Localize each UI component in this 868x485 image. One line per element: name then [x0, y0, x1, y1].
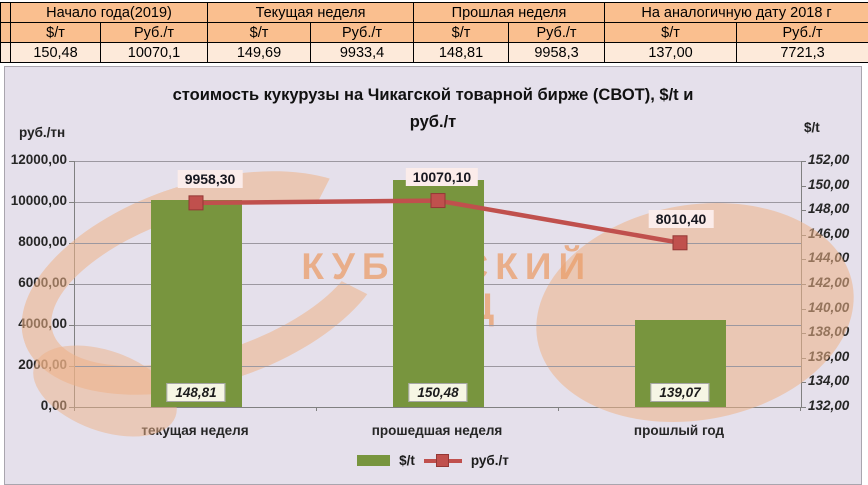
right-axis-tickmark: [801, 357, 806, 359]
legend-bar-swatch-icon: [357, 455, 391, 466]
group-same-date-2018[interactable]: На аналогичную дату 2018 г: [604, 2, 868, 23]
category-label: прошедшая неделя: [371, 423, 503, 438]
unit-rub-cell[interactable]: Руб./т: [100, 22, 208, 43]
category-boundary-tick: [558, 407, 559, 411]
bar-value-label: 139,07: [650, 383, 710, 402]
value-cell[interactable]: 148,81: [413, 42, 510, 63]
right-axis-tickmark: [801, 308, 806, 310]
corner-cell[interactable]: [0, 42, 11, 63]
price-table: Начало года(2019) Текущая неделя Прошлая…: [0, 2, 868, 63]
unit-usd-cell[interactable]: $/т: [207, 22, 311, 43]
value-cell[interactable]: 149,69: [207, 42, 311, 63]
table-unit-header-row: $/т Руб./т $/т Руб./т $/т Руб./т $/т Руб…: [0, 22, 868, 43]
group-current-week[interactable]: Текущая неделя: [206, 2, 415, 23]
chart-panel[interactable]: стоимость кукурузы на Чикагской товарной…: [0, 66, 868, 485]
plot-area[interactable]: КУБАНСКИЙ ИКЦ 148,81150,48139,079958,301…: [0, 129, 868, 455]
value-cell[interactable]: 9958,3: [508, 42, 606, 63]
left-axis-tick: 8000,00: [18, 234, 67, 249]
group-start-of-year[interactable]: Начало года(2019): [10, 2, 208, 23]
right-axis-tick: 136,00: [808, 348, 850, 364]
chart-title: стоимость кукурузы на Чикагской товарной…: [5, 82, 861, 136]
right-axis-tick: 142,00: [808, 275, 850, 290]
line-value-label: 8010,40: [648, 209, 714, 228]
left-axis-tickmark: [69, 161, 74, 162]
gridline: [75, 161, 801, 162]
left-axis-tickmark: [69, 325, 74, 326]
right-axis-tick: 150,00: [808, 176, 850, 192]
right-axis-tick: 138,00: [808, 324, 850, 340]
left-axis-tickmark: [69, 202, 74, 203]
bar-1[interactable]: [393, 179, 484, 407]
value-cell[interactable]: 10070,1: [100, 42, 208, 63]
unit-rub-cell[interactable]: Руб./т: [508, 22, 606, 43]
legend-line-label: руб./т: [470, 453, 509, 468]
value-cell[interactable]: 7721,3: [736, 42, 868, 63]
value-cell[interactable]: 9933,4: [309, 42, 415, 63]
right-axis-tickmark: [801, 333, 806, 335]
line-value-label: 10070,10: [405, 167, 479, 186]
left-axis-tick: 0,00: [40, 398, 67, 413]
right-axis-tick: 148,00: [808, 201, 850, 217]
legend-line-swatch-icon: [423, 454, 462, 467]
unit-usd-cell[interactable]: $/т: [10, 22, 101, 43]
line-value-label: 9958,30: [177, 169, 243, 188]
left-axis-tickmark: [69, 366, 74, 367]
left-axis-tickmark: [69, 284, 74, 285]
right-axis-tick: 140,00: [808, 299, 850, 315]
chart-legend[interactable]: $/t руб./т: [5, 453, 861, 468]
right-axis-tickmark: [801, 284, 806, 285]
value-cell[interactable]: 137,00: [604, 42, 738, 63]
legend-bar-label: $/t: [399, 453, 415, 468]
table-group-header-row: Начало года(2019) Текущая неделя Прошлая…: [0, 2, 868, 23]
right-axis-tickmark: [801, 161, 806, 162]
line-marker[interactable]: [188, 195, 204, 211]
right-axis-tickmark: [801, 185, 806, 187]
chart-title-line1: стоимость кукурузы на Чикагской товарной…: [172, 86, 694, 104]
unit-rub-cell[interactable]: Руб./т: [736, 22, 868, 43]
right-axis-tickmark: [801, 259, 806, 261]
category-boundary-tick: [316, 407, 317, 411]
unit-usd-cell[interactable]: $/т: [604, 22, 738, 43]
unit-rub-cell[interactable]: Руб./т: [309, 22, 415, 43]
right-axis-tick: 144,00: [808, 250, 850, 266]
category-boundary-tick: [800, 407, 801, 411]
rub-line-series[interactable]: [75, 161, 801, 407]
unit-usd-cell[interactable]: $/т: [413, 22, 510, 43]
corner-cell[interactable]: [0, 22, 11, 43]
bar-value-label: 150,48: [408, 383, 468, 402]
category-label: текущая неделя: [141, 423, 249, 438]
right-axis-tickmark: [801, 210, 806, 212]
line-marker[interactable]: [672, 235, 688, 251]
bar-value-label: 148,81: [166, 383, 226, 402]
left-axis-tick: 4000,00: [18, 316, 67, 331]
chart-title-line2: руб./т: [409, 113, 457, 131]
category-label: прошлый год: [633, 423, 725, 438]
left-axis-tick: 2000,00: [18, 357, 67, 372]
right-axis-tickmark: [801, 382, 806, 384]
left-axis-tick: 6000,00: [18, 275, 67, 290]
right-axis-tickmark: [801, 234, 806, 236]
line-marker[interactable]: [430, 193, 446, 209]
left-axis-tick: 10000,00: [10, 193, 67, 208]
left-axis-title: руб./тн: [19, 125, 66, 140]
left-axis-tickmark: [69, 243, 74, 244]
right-axis-tickmark: [801, 407, 806, 408]
right-axis-tick: 146,00: [808, 225, 850, 241]
left-axis-tick: 12000,00: [10, 152, 67, 167]
corner-cell[interactable]: [0, 2, 11, 23]
table-value-row: 150,48 10070,1 149,69 9933,4 148,81 9958…: [0, 42, 868, 63]
right-axis-tick: 152,00: [808, 152, 850, 167]
value-cell[interactable]: 150,48: [10, 42, 101, 63]
right-axis-tick: 132,00: [808, 398, 850, 413]
category-boundary-tick: [74, 407, 75, 411]
group-last-week[interactable]: Прошлая неделя: [413, 2, 606, 23]
right-axis-title: $/t: [804, 120, 820, 135]
right-axis-tick: 134,00: [808, 373, 850, 389]
